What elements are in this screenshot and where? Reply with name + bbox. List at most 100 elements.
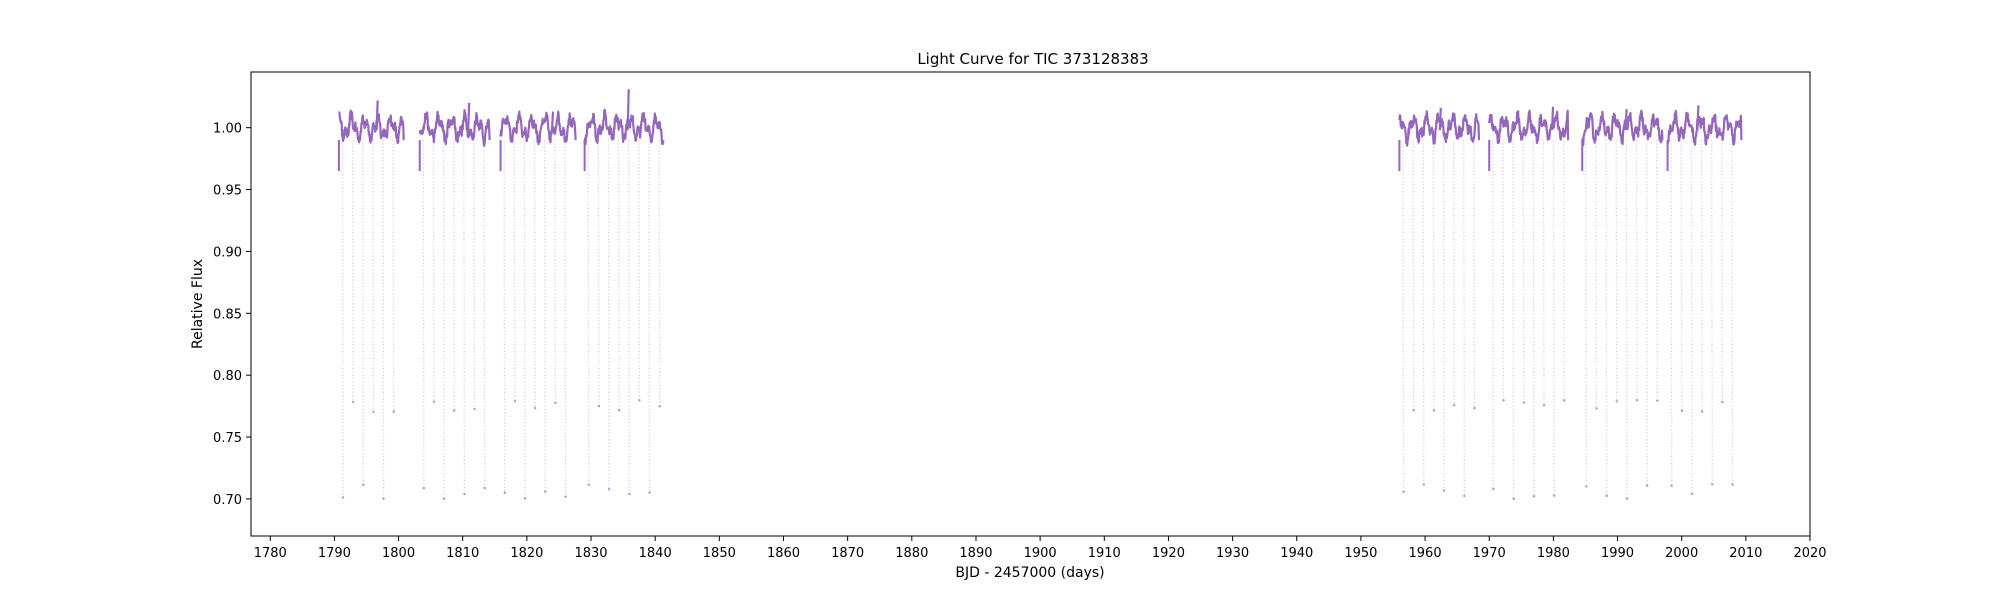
x-tick-label: 1800 [382, 546, 415, 561]
baseline-flux [1581, 109, 1664, 147]
eclipse-minimum-point [382, 497, 385, 500]
x-tick-label: 1870 [831, 546, 864, 561]
baseline-flux [1398, 110, 1481, 147]
eclipse-minimum-point [564, 495, 567, 499]
light-curve-segment [583, 89, 665, 496]
eclipse-minimum-point [1402, 490, 1405, 494]
eclipse-dip [1463, 140, 1466, 496]
x-tick-label: 1890 [959, 546, 992, 561]
plot-area-frame [250, 71, 1811, 537]
eclipse-dip [1412, 140, 1415, 411]
eclipse-dip [1492, 140, 1495, 489]
eclipse-minimum-point [1492, 487, 1495, 491]
eclipse-minimum-point [503, 491, 506, 495]
eclipse-dip [1635, 140, 1638, 401]
eclipse-dip [1700, 140, 1703, 412]
eclipse-dip [483, 140, 486, 489]
flux-peak [467, 102, 471, 131]
eclipse-minimum-point [442, 497, 446, 501]
light-curve-segment [337, 100, 405, 500]
eclipse-minimum-point [617, 409, 621, 412]
eclipse-minimum-point [392, 410, 395, 413]
eclipse-dip [533, 140, 536, 409]
eclipse-dip [1473, 140, 1476, 409]
eclipse-minimum-point [1615, 400, 1619, 403]
eclipse-minimum-point [1473, 406, 1476, 410]
baseline-flux [499, 110, 577, 146]
light-curve-segment [499, 110, 577, 500]
eclipse-dip [463, 140, 466, 495]
x-tick-label: 1900 [1024, 546, 1057, 561]
x-axis-label: BJD - 2457000 (days) [955, 565, 1104, 581]
eclipse-minimum-point [1700, 410, 1704, 413]
eclipse-minimum-point [1552, 494, 1556, 497]
eclipse-minimum-point [483, 486, 486, 490]
eclipse-dip [1532, 140, 1535, 497]
eclipse-minimum-point [628, 492, 631, 496]
eclipse-dip [617, 140, 620, 411]
eclipse-dip [1502, 140, 1505, 401]
eclipse-dip [513, 140, 516, 402]
eclipse-minimum-point [544, 490, 547, 493]
eclipse-minimum-point [463, 492, 466, 496]
x-tick-label: 1980 [1537, 546, 1570, 561]
eclipse-dip [1552, 140, 1555, 496]
eclipse-dip [453, 140, 455, 411]
x-tick-label: 1880 [895, 546, 928, 561]
eclipse-minimum-point [533, 406, 537, 410]
x-tick-label: 1830 [574, 546, 607, 561]
eclipse-minimum-point [1532, 495, 1536, 498]
eclipse-minimum-point [473, 407, 476, 411]
eclipse-minimum-point [1595, 407, 1598, 410]
eclipse-minimum-point [1453, 404, 1456, 407]
eclipse-minimum-point [432, 400, 436, 403]
baseline-flux [1488, 109, 1570, 145]
eclipse-minimum-point [513, 400, 517, 403]
eclipse-dip [1595, 140, 1598, 409]
y-axis: 0.70 0.75 0.80 0.85 0.90 0.95 1.00 [213, 122, 251, 508]
eclipse-minimum-point [1711, 482, 1714, 486]
x-tick-label: 1820 [510, 546, 543, 561]
x-tick-label: 1790 [318, 546, 351, 561]
x-tick-label: 2020 [1793, 546, 1826, 561]
eclipse-minimum-point [523, 497, 527, 500]
eclipse-dip [1690, 140, 1693, 494]
eclipse-minimum-point [648, 491, 651, 494]
flux-peak [375, 100, 379, 131]
eclipse-minimum-point [1412, 409, 1415, 412]
eclipse-minimum-point [1670, 484, 1673, 487]
eclipse-dip [1432, 140, 1435, 411]
light-curve-segment [1581, 109, 1664, 500]
light-curve-segment [418, 102, 491, 501]
flux-peak [550, 111, 555, 131]
eclipse-dip [597, 140, 600, 406]
eclipse-minimum-point [362, 483, 365, 487]
eclipse-minimum-point [607, 488, 611, 491]
eclipse-minimum-point [1646, 484, 1649, 487]
eclipse-dip [658, 140, 661, 407]
eclipse-minimum-point [1731, 483, 1734, 486]
eclipse-minimum-point [1680, 409, 1684, 413]
x-tick-label: 1940 [1280, 546, 1313, 561]
x-tick-label: 1910 [1088, 546, 1121, 561]
eclipse-dip [392, 140, 395, 412]
eclipse-minimum-point [587, 483, 590, 486]
eclipse-dip [1442, 140, 1445, 491]
x-tick-label: 1920 [1152, 546, 1185, 561]
eclipse-minimum-point [1422, 483, 1426, 486]
y-tick-label: 0.85 [213, 307, 242, 322]
x-tick-label: 1780 [254, 546, 287, 561]
eclipse-minimum-point [372, 410, 375, 414]
x-tick-label: 1970 [1473, 546, 1506, 561]
eclipse-dip [544, 140, 546, 492]
eclipse-dip [351, 140, 354, 402]
eclipse-dip [628, 140, 630, 495]
x-tick-label: 1850 [703, 546, 736, 561]
eclipse-minimum-point [1625, 497, 1629, 500]
eclipse-dip [1615, 140, 1618, 402]
eclipse-minimum-point [1502, 399, 1505, 402]
baseline-flux [583, 108, 665, 146]
flux-peak [626, 89, 630, 131]
eclipse-minimum-point [1721, 400, 1724, 404]
